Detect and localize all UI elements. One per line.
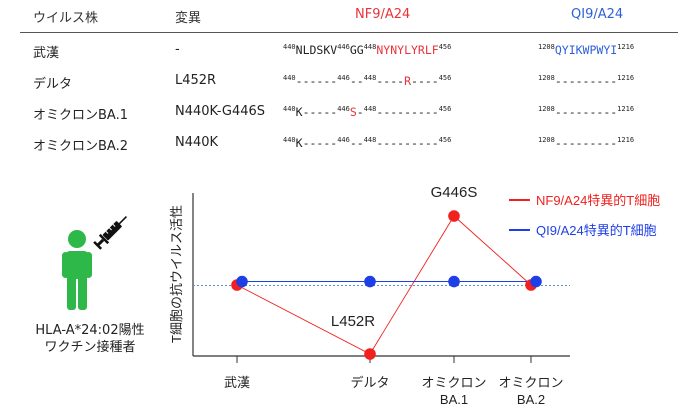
series-line — [236, 215, 532, 355]
legend-label: NF9/A24特異的T細胞 — [536, 193, 660, 208]
table-rule — [20, 32, 678, 33]
x-tick-label: BA.2 — [517, 392, 545, 407]
header-qi9: QI9/A24 — [571, 7, 624, 22]
x-tick-label: 武漢 — [224, 375, 250, 390]
person-icon — [62, 230, 92, 310]
row-strain: オミクロンBA.1 — [33, 108, 128, 123]
x-tick-label: オミクロン — [498, 375, 563, 390]
row-strain: デルタ — [33, 77, 73, 92]
annotation-l452r: L452R — [331, 313, 375, 330]
row-strain: 武漢 — [33, 46, 60, 61]
header-mutation: 変異 — [175, 11, 202, 26]
data-point — [236, 275, 248, 288]
vaccinee-label: HLA-A*24:02陽性 ワクチン接種者 — [25, 322, 155, 356]
qi9-sequence: 1208---------1216 — [538, 74, 635, 88]
row-strain: オミクロンBA.2 — [33, 139, 128, 154]
nf9-sequence: 440K-----446--448---------456 — [283, 136, 452, 150]
row-mutation: N440K-G446S — [175, 104, 266, 119]
y-axis-label: T細胞の抗ウイルス活性 — [169, 205, 184, 343]
header-strain: ウイルス株 — [33, 11, 99, 26]
annotation-g446s: G446S — [431, 184, 478, 201]
data-point — [530, 275, 542, 288]
row-mutation: N440K — [175, 135, 219, 150]
data-point — [364, 275, 376, 288]
qi9-sequence: 1208---------1216 — [538, 136, 635, 150]
vaccinee-label-line2: ワクチン接種者 — [44, 340, 136, 355]
x-tick-label: デルタ — [350, 375, 389, 390]
nf9-sequence: 440------446--448----R----456 — [283, 74, 452, 88]
header-nf9: NF9/A24 — [355, 7, 411, 22]
x-tick-label: BA.1 — [440, 392, 468, 407]
x-tick-label: オミクロン — [421, 375, 486, 390]
row-mutation: L452R — [175, 73, 217, 88]
data-point — [448, 275, 460, 288]
person-figure — [62, 215, 128, 310]
qi9-sequence: 1208QYIKWPWYI1216 — [538, 43, 635, 57]
data-point — [448, 210, 460, 222]
data-point — [364, 348, 376, 360]
nf9-sequence: 440NLDSKV446GG448NYNYLYRLF456 — [283, 43, 452, 57]
row-mutation: - — [175, 42, 180, 57]
qi9-sequence: 1208---------1216 — [538, 105, 635, 119]
legend-label: QI9/A24特異的T細胞 — [536, 223, 657, 238]
vaccinee-label-line1: HLA-A*24:02陽性 — [35, 323, 145, 338]
nf9-sequence: 440K-----446S-448---------456 — [283, 105, 452, 119]
syringe-icon — [93, 215, 128, 250]
